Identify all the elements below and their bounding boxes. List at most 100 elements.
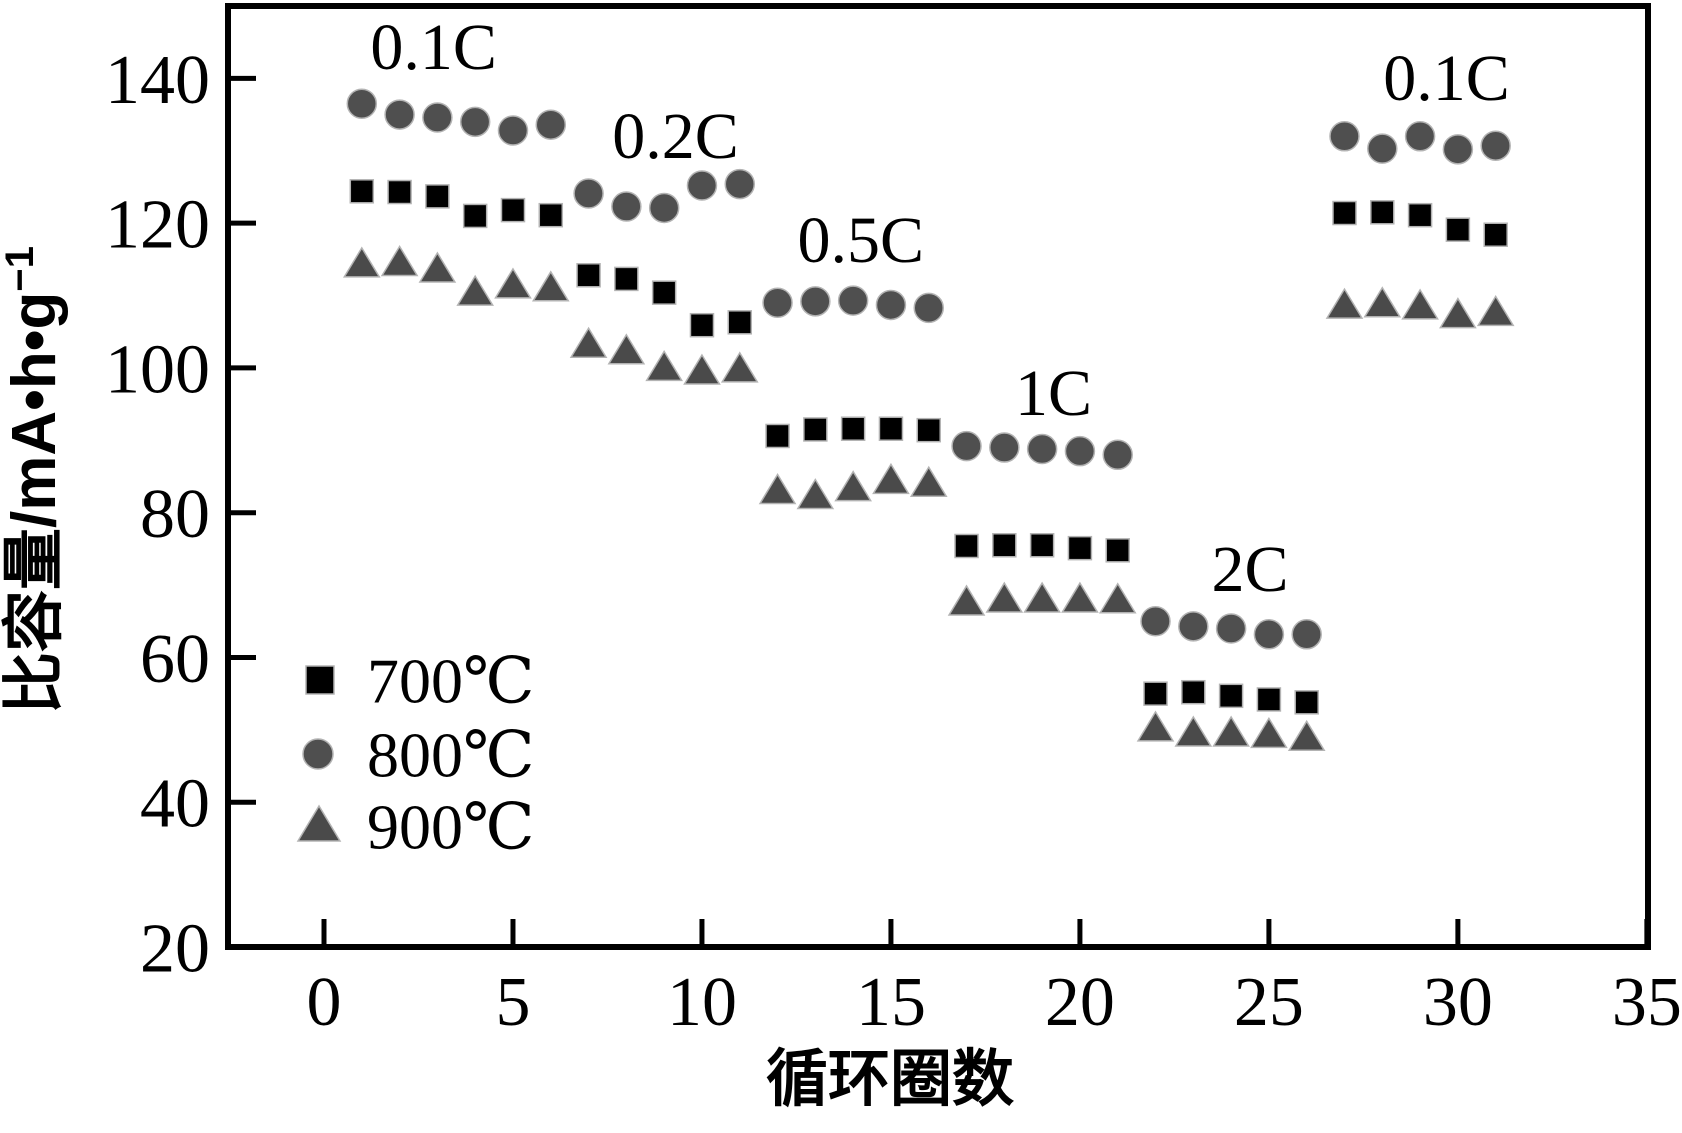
data-point-triangle	[758, 473, 797, 505]
data-point-square	[651, 280, 677, 305]
data-point-square	[425, 184, 450, 209]
legend-circle-marker	[302, 738, 334, 770]
data-point-square	[992, 533, 1017, 558]
data-point-circle	[1026, 433, 1058, 465]
legend-square-marker	[305, 665, 335, 695]
rate-annotation: 2C	[1211, 533, 1288, 606]
data-point-square	[1029, 533, 1055, 558]
x-axis-label: 循环圈数	[766, 1045, 1014, 1114]
data-point-triangle	[418, 251, 457, 283]
data-point-square	[1256, 687, 1282, 712]
axis-ticks	[228, 75, 1650, 950]
plot-border	[225, 3, 1651, 950]
data-point-square	[1407, 202, 1433, 228]
y-tick-label: 100	[105, 331, 210, 408]
data-point-circle	[648, 192, 680, 224]
data-point-triangle	[1287, 719, 1326, 752]
x-tick-label: 20	[1045, 964, 1115, 1041]
x-tick-label: 25	[1234, 964, 1304, 1041]
data-point-triangle	[645, 349, 683, 382]
data-point-circle	[1178, 611, 1209, 642]
data-point-square	[614, 266, 639, 292]
data-point-square	[954, 533, 979, 559]
data-point-square	[1370, 200, 1395, 225]
data-point-circle	[1140, 606, 1171, 637]
data-point-triangle	[720, 351, 759, 383]
data-point-circle	[1102, 439, 1133, 471]
data-point-square	[878, 416, 904, 441]
data-point-triangle	[494, 267, 532, 299]
legend: 700℃ 800℃ 900℃	[296, 645, 535, 862]
data-point-circle	[762, 287, 793, 319]
data-point-circle	[1291, 619, 1322, 650]
data-point-triangle	[872, 462, 910, 495]
data-point-square	[1445, 217, 1471, 242]
series-900℃	[342, 245, 1515, 752]
y-tick-label: 40	[140, 766, 210, 843]
data-point-square	[576, 263, 601, 288]
series-800℃	[346, 88, 1511, 650]
data-point-square	[803, 417, 828, 442]
y-tick-label: 140	[105, 42, 210, 119]
data-point-square	[916, 417, 941, 443]
data-point-square	[1294, 690, 1319, 715]
x-tick-label: 5	[495, 964, 530, 1041]
data-point-square	[1332, 200, 1357, 226]
data-point-square	[349, 179, 375, 204]
data-point-circle	[497, 115, 529, 146]
data-point-triangle	[1439, 297, 1477, 329]
x-tick-label: 35	[1612, 964, 1682, 1041]
data-point-triangle	[1174, 715, 1213, 747]
data-point-circle	[1253, 619, 1285, 650]
data-point-circle	[951, 430, 982, 462]
rate-annotation: 0.1C	[370, 11, 497, 84]
axis-tick-labels: 20 40 60 80 100 120 140 0 5 10 15 20 25 30 35	[105, 42, 1682, 1041]
y-axis-label-main: 比容量/mA•h•g	[0, 292, 69, 714]
data-point-circle	[800, 286, 831, 317]
series-700℃	[349, 179, 1508, 715]
data-point-triangle	[683, 353, 721, 385]
data-point-square	[387, 179, 412, 205]
data-point-square	[727, 310, 753, 335]
data-point-square	[1483, 222, 1508, 247]
y-tick-label: 80	[140, 476, 210, 553]
y-axis-label: 比容量/mA•h•g−1	[0, 246, 69, 714]
data-point-triangle	[342, 246, 381, 278]
data-point-circle	[422, 102, 453, 133]
data-point-circle	[1404, 121, 1436, 152]
rate-annotation: 1C	[1015, 357, 1092, 430]
data-point-triangle	[1363, 286, 1402, 318]
data-point-triangle	[1476, 294, 1515, 327]
data-point-circle	[384, 99, 415, 130]
data-point-triangle	[947, 584, 986, 616]
data-point-square	[1218, 683, 1244, 709]
data-point-triangle	[1212, 715, 1250, 747]
legend-label-700: 700℃	[367, 645, 535, 716]
data-point-square	[462, 203, 488, 229]
data-point-square	[1067, 535, 1093, 561]
rate-annotation: 0.5C	[797, 204, 924, 277]
x-tick-label: 0	[307, 964, 342, 1041]
y-tick-label: 20	[140, 911, 210, 988]
data-point-circle	[346, 88, 378, 119]
data-point-circle	[1064, 435, 1096, 467]
data-point-circle	[1480, 130, 1511, 161]
data-point-triangle	[1061, 581, 1099, 613]
data-point-triangle	[909, 465, 948, 497]
data-point-triangle	[796, 478, 835, 510]
data-point-square	[689, 312, 715, 338]
data-point-circle	[724, 168, 756, 200]
data-point-circle	[1215, 613, 1247, 644]
data-point-square	[500, 197, 526, 223]
data-point-square	[1143, 681, 1168, 706]
data-point-circle	[913, 292, 944, 324]
data-point-triangle	[380, 245, 419, 277]
x-tick-label: 10	[667, 964, 737, 1041]
data-point-square	[538, 202, 564, 228]
data-point-circle	[875, 289, 907, 321]
x-tick-label: 15	[856, 964, 926, 1041]
rate-annotation: 0.1C	[1383, 42, 1510, 115]
y-tick-label: 60	[140, 621, 210, 698]
data-point-triangle	[1023, 581, 1061, 613]
